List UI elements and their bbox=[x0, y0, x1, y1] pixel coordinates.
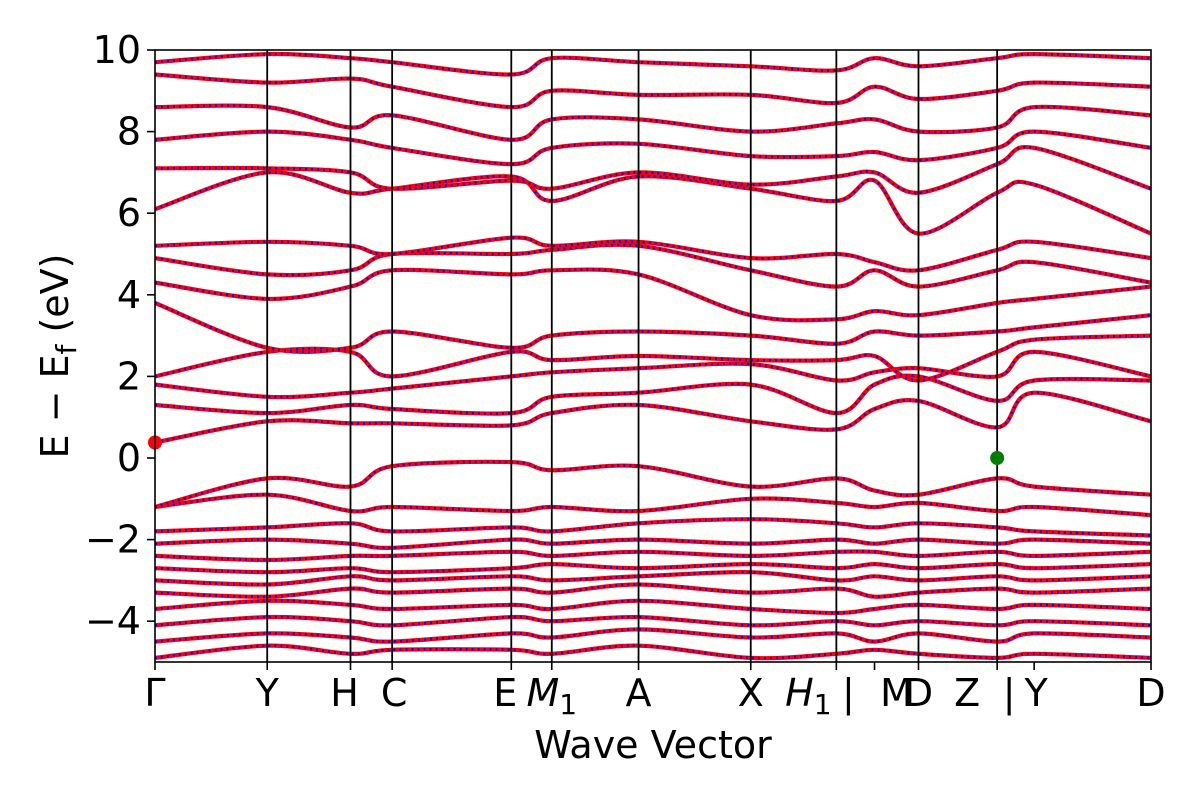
x-tick-label-main: X bbox=[738, 671, 764, 715]
kpoint-divider-lines bbox=[266, 50, 999, 662]
x-tick-label-main: Y bbox=[1024, 671, 1049, 715]
x-tick-label: E bbox=[493, 671, 517, 715]
band-18-spin-down bbox=[155, 268, 1151, 322]
y-axis-label-main: E − E bbox=[33, 354, 77, 458]
x-tick-label-main: D bbox=[1136, 671, 1165, 715]
x-tick-label-main: E bbox=[493, 671, 517, 715]
band-14-spin-down bbox=[155, 374, 1151, 415]
x-tick-label: | bbox=[842, 671, 855, 716]
x-tick-label-main: Y bbox=[255, 671, 280, 715]
x-tick-label-main: D bbox=[904, 671, 933, 715]
x-tick-label-main: Z bbox=[954, 671, 980, 715]
x-tick-label: M1 bbox=[526, 671, 577, 721]
y-axis-label: E − Ef (eV) bbox=[33, 254, 83, 459]
band-2-spin-down bbox=[155, 628, 1151, 643]
x-tick-label-main: C bbox=[381, 671, 408, 715]
x-axis-label: Wave Vector bbox=[534, 723, 772, 767]
y-tick-label: −2 bbox=[85, 518, 141, 562]
x-axis-ticks: Γ Y H C E M1 A X H1 | MD Z | Y D bbox=[144, 662, 1166, 721]
x-tick-label-main: M bbox=[526, 671, 559, 715]
x-tick-label-main: H bbox=[785, 671, 814, 715]
x-tick-label-main: H bbox=[330, 671, 359, 715]
x-tick-label: M bbox=[880, 671, 913, 715]
x-tick-label: Z bbox=[954, 671, 980, 715]
x-tick-label: H1 bbox=[785, 671, 831, 721]
x-tick-label-main: M bbox=[880, 671, 913, 715]
x-tick-label: | bbox=[1003, 671, 1016, 716]
x-tick-label: X bbox=[738, 671, 764, 715]
x-tick-label: Y bbox=[255, 671, 280, 715]
x-tick-label: H bbox=[330, 671, 359, 715]
x-tick-label: A bbox=[626, 671, 652, 715]
y-axis-label-subscript: f bbox=[50, 343, 83, 354]
x-tick-label-main: A bbox=[626, 671, 652, 715]
y-tick-label: 2 bbox=[117, 354, 141, 398]
x-tick-label-subscript: 1 bbox=[814, 688, 832, 721]
x-tick-label: D bbox=[1136, 671, 1165, 715]
vbm-marker bbox=[990, 451, 1005, 465]
y-axis-ticks: 10 8 6 4 2 0 −2 −4 bbox=[85, 28, 155, 643]
x-tick-label-main: | bbox=[842, 671, 855, 716]
y-tick-label: −4 bbox=[85, 599, 141, 643]
plot-frame bbox=[154, 49, 1152, 663]
x-tick-label-subscript: 1 bbox=[559, 688, 577, 721]
x-tick-label: C bbox=[381, 671, 408, 715]
band-23-spin-down bbox=[155, 130, 1151, 166]
x-tick-label: Y bbox=[1024, 671, 1049, 715]
y-tick-label: 6 bbox=[117, 191, 141, 235]
band-20-spin-down bbox=[155, 236, 1151, 272]
y-tick-label: 10 bbox=[93, 28, 141, 72]
y-tick-label: 0 bbox=[117, 436, 141, 480]
x-tick-label: D bbox=[904, 671, 933, 715]
x-tick-label-main: Γ bbox=[144, 671, 165, 715]
y-tick-label: 8 bbox=[117, 110, 141, 154]
y-axis-label-unit: (eV) bbox=[33, 254, 77, 345]
y-tick-label: 4 bbox=[117, 273, 141, 317]
x-tick-label-main: | bbox=[1003, 671, 1016, 716]
x-tick-label: Γ bbox=[144, 671, 165, 715]
